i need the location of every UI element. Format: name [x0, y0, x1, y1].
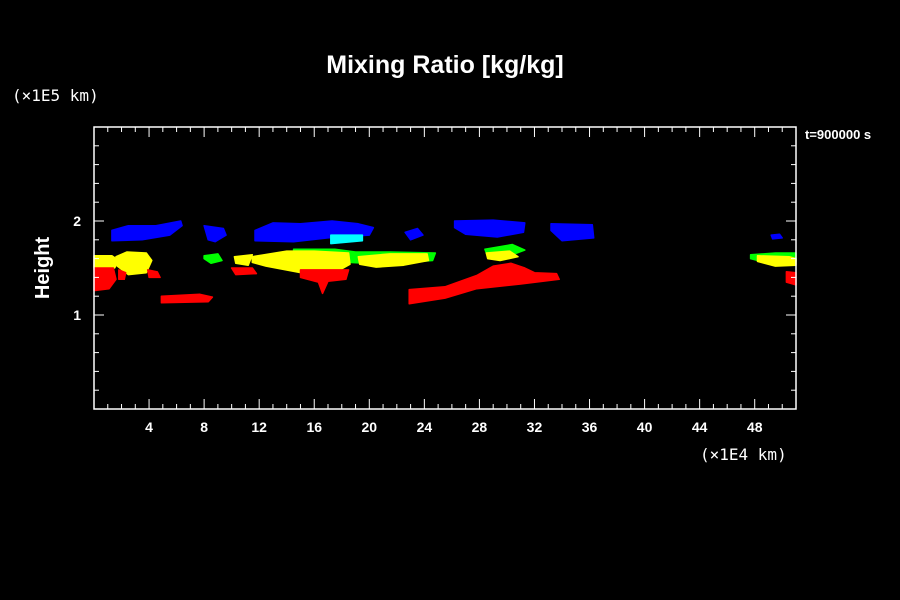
y-axis-unit-label: (×1E5 km) [12, 86, 99, 105]
x-axis-ticks: 4 8 12 16 20 24 28 32 36 40 44 48 [107, 127, 783, 435]
x-tick-label: 40 [637, 419, 653, 435]
time-stamp-label: t=900000 s [805, 127, 871, 142]
x-tick-label: 4 [145, 419, 153, 435]
x-tick-label: 36 [582, 419, 598, 435]
x-axis-unit-label: (×1E4 km) [700, 445, 787, 464]
region-red-26 [785, 271, 797, 286]
chart-title: Mixing Ratio [kg/kg] [326, 51, 564, 79]
x-tick-label: 48 [747, 419, 763, 435]
x-tick-label: 44 [692, 419, 708, 435]
x-tick-label: 32 [527, 419, 543, 435]
x-tick-label: 20 [362, 419, 378, 435]
region-blue-0 [111, 220, 183, 242]
region-red-21 [146, 269, 161, 279]
plot-regions [93, 219, 797, 305]
region-red-23 [299, 269, 350, 295]
x-tick-label: 28 [472, 419, 488, 435]
region-red-20 [118, 269, 127, 281]
region-cyan-7 [330, 234, 364, 245]
region-yellow-17 [485, 250, 519, 262]
x-tick-label: 16 [306, 419, 322, 435]
y-tick-label: 1 [73, 307, 81, 323]
y-axis-ticks: 12 [73, 145, 796, 391]
plot-frame [93, 126, 797, 410]
region-blue-6 [770, 233, 783, 240]
region-red-24 [160, 293, 214, 304]
region-yellow-12 [93, 255, 120, 269]
region-blue-4 [453, 219, 526, 238]
x-tick-label: 12 [251, 419, 267, 435]
y-axis-label: Height [32, 237, 54, 300]
region-green-8 [203, 253, 223, 265]
x-tick-label: 24 [417, 419, 433, 435]
region-yellow-15 [251, 250, 351, 274]
region-blue-3 [404, 227, 424, 241]
region-red-25 [408, 262, 560, 305]
region-red-22 [230, 267, 258, 276]
y-tick-label: 2 [73, 213, 81, 229]
region-blue-1 [203, 224, 227, 243]
region-yellow-16 [357, 253, 430, 268]
region-blue-5 [550, 223, 595, 242]
region-yellow-13 [115, 251, 153, 276]
x-tick-label: 8 [200, 419, 208, 435]
region-yellow-14 [233, 254, 254, 266]
